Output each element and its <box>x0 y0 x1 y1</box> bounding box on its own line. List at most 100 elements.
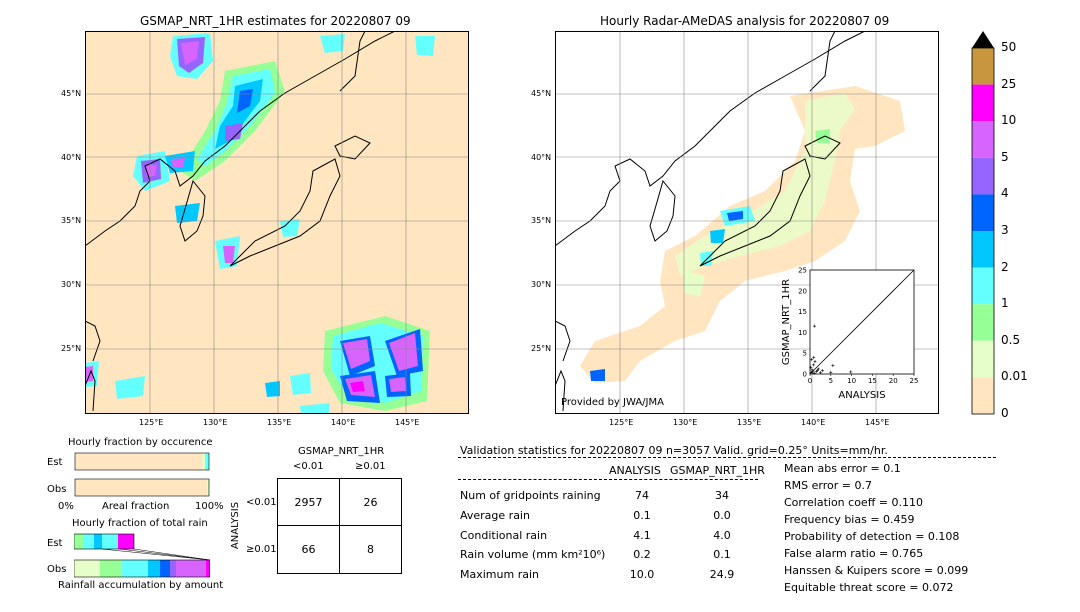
score-far: False alarm ratio = 0.765 <box>784 547 924 560</box>
occurrence-bars <box>74 452 210 497</box>
occurrence-segment <box>202 453 205 470</box>
colorbar-tick-label: 0 <box>1001 406 1009 420</box>
total-rain-title: Hourly fraction of total rain <box>72 518 208 529</box>
left-lon-label-145: 145°E <box>395 418 420 427</box>
right-map-graticule <box>555 31 939 414</box>
row-volume-gsmap: 0.1 <box>713 548 731 561</box>
occurrence-bar-est <box>74 452 210 471</box>
colorbar-tick-label: 0.01 <box>1001 369 1028 384</box>
occurrence-title: Hourly fraction by occurence <box>68 437 213 448</box>
right-lat-label-30: 30°N <box>531 280 552 289</box>
colorbar-segment <box>972 194 994 231</box>
provider-credit: Provided by JWA/JMA <box>561 397 664 408</box>
total-rain-bars <box>74 533 210 578</box>
scatter-x-tick: 10 <box>847 377 856 385</box>
row-average-analysis: 0.1 <box>633 509 651 522</box>
total-rain-est-bar <box>74 533 135 550</box>
colorbar-segment <box>972 377 994 414</box>
left-map-title: GSMAP_NRT_1HR estimates for 20220807 09 <box>140 14 411 28</box>
scatter-point <box>829 370 833 374</box>
row-maximum-analysis: 10.0 <box>629 568 655 581</box>
right-lon-label-130: 130°E <box>673 418 698 427</box>
occurrence-segment <box>204 453 206 470</box>
contingency-cell-b: 26 <box>339 478 402 526</box>
score-rmse: RMS error = 0.7 <box>784 479 872 492</box>
left-lat-label-35: 35°N <box>61 216 82 225</box>
scatter-point <box>812 355 816 359</box>
colorbar-over-arrow <box>972 31 994 48</box>
scatter-x-tick: 20 <box>889 377 898 385</box>
left-lat-label-30: 30°N <box>61 280 82 289</box>
colorbar-segment <box>972 121 994 158</box>
row-gridpoints-label: Num of gridpoints raining <box>460 489 601 502</box>
scatter-point <box>810 368 814 372</box>
total-rain-obs-bar <box>74 559 210 578</box>
scatter-point <box>820 369 824 373</box>
row-gridpoints-analysis: 74 <box>635 489 649 502</box>
right-lon-label-140: 140°E <box>801 418 826 427</box>
right-lon-label-145: 145°E <box>865 418 890 427</box>
colorbar-tick-label: 10 <box>1001 113 1017 128</box>
scatter-point <box>813 360 817 364</box>
row-conditional-analysis: 4.1 <box>633 529 651 542</box>
left-lat-label-40: 40°N <box>61 153 82 162</box>
right-lat-label-45: 45°N <box>531 89 552 98</box>
score-correlation: Correlation coeff = 0.110 <box>784 496 923 509</box>
colorbar-tick-label: 50 <box>1001 40 1017 54</box>
occurrence-obs-label: Obs <box>47 484 67 495</box>
scatter-point <box>810 370 814 374</box>
right-lat-label-35: 35°N <box>531 216 552 225</box>
left-lon-label-130: 130°E <box>203 418 228 427</box>
score-ets: Equitable threat score = 0.072 <box>784 581 954 594</box>
row-conditional-gsmap: 4.0 <box>713 529 731 542</box>
scatter-inset: 0 5 10 15 20 25 0 5 10 15 20 25 ANALYSIS GSMAP_NRT_1H… <box>781 267 919 402</box>
colorbar-tick-label: 3 <box>1001 223 1009 237</box>
contingency-cell-a: 2957 <box>277 478 340 526</box>
contingency-row-ge: ≥0.01 <box>246 544 277 555</box>
colorbar-segment <box>972 267 994 305</box>
scatter-diagonal <box>809 269 915 375</box>
colorbar-segment <box>972 48 994 85</box>
total-rain-connector <box>101 548 210 561</box>
row-average-gsmap: 0.0 <box>713 509 731 522</box>
validation-header: Validation statistics for 20220807 09 n=… <box>460 444 888 457</box>
scatter-xlabel: ANALYSIS <box>838 390 885 401</box>
contingency-cell-c: 66 <box>277 525 340 574</box>
left-lon-label-140: 140°E <box>331 418 356 427</box>
right-lon-label-135: 135°E <box>737 418 762 427</box>
total-rain-xlabel: Rainfall accumulation by amount <box>58 580 224 591</box>
row-volume-label: Rain volume (mm km²10⁶) <box>460 548 606 561</box>
colorbar-tick-label: 1 <box>1001 296 1009 311</box>
colorbar-segment <box>972 340 994 378</box>
left-lat-label-45: 45°N <box>61 89 82 98</box>
colorbar-tick-label: 5 <box>1001 149 1009 164</box>
scatter-y-tick: 15 <box>798 308 807 316</box>
row-maximum-label: Maximum rain <box>460 568 539 581</box>
scatter-x-tick: 15 <box>868 377 877 385</box>
score-frequency-bias: Frequency bias = 0.459 <box>784 513 915 526</box>
scatter-point <box>831 364 835 368</box>
occurrence-segment <box>205 453 209 470</box>
scatter-point <box>811 363 815 367</box>
left-lon-label-135: 135°E <box>267 418 292 427</box>
left-map-south-rain <box>85 316 430 414</box>
right-lon-label-125: 125°E <box>609 418 634 427</box>
scatter-point <box>815 368 819 372</box>
occurrence-segment <box>75 479 208 496</box>
contingency-row-lt: <0.01 <box>246 497 277 508</box>
colorbar-segment <box>972 157 994 195</box>
row-conditional-label: Conditional rain <box>460 529 548 542</box>
scatter-x-tick: 25 <box>910 377 919 385</box>
colorbar-segment <box>972 84 994 122</box>
score-mae: Mean abs error = 0.1 <box>784 462 901 475</box>
occurrence-tick-0: 0% <box>58 501 74 512</box>
contingency-row-title: ANALYSIS <box>230 501 242 550</box>
row-gridpoints-gsmap: 34 <box>715 489 729 502</box>
total-rain-est-label: Est <box>47 538 63 549</box>
left-lat-label-25: 25°N <box>61 344 82 353</box>
right-map-coastlines <box>555 31 866 412</box>
validation-header-rule <box>458 457 996 458</box>
total-rain-obs-label: Obs <box>47 564 67 575</box>
occurrence-bar-obs <box>74 478 210 497</box>
right-lat-label-25: 25°N <box>531 344 552 353</box>
